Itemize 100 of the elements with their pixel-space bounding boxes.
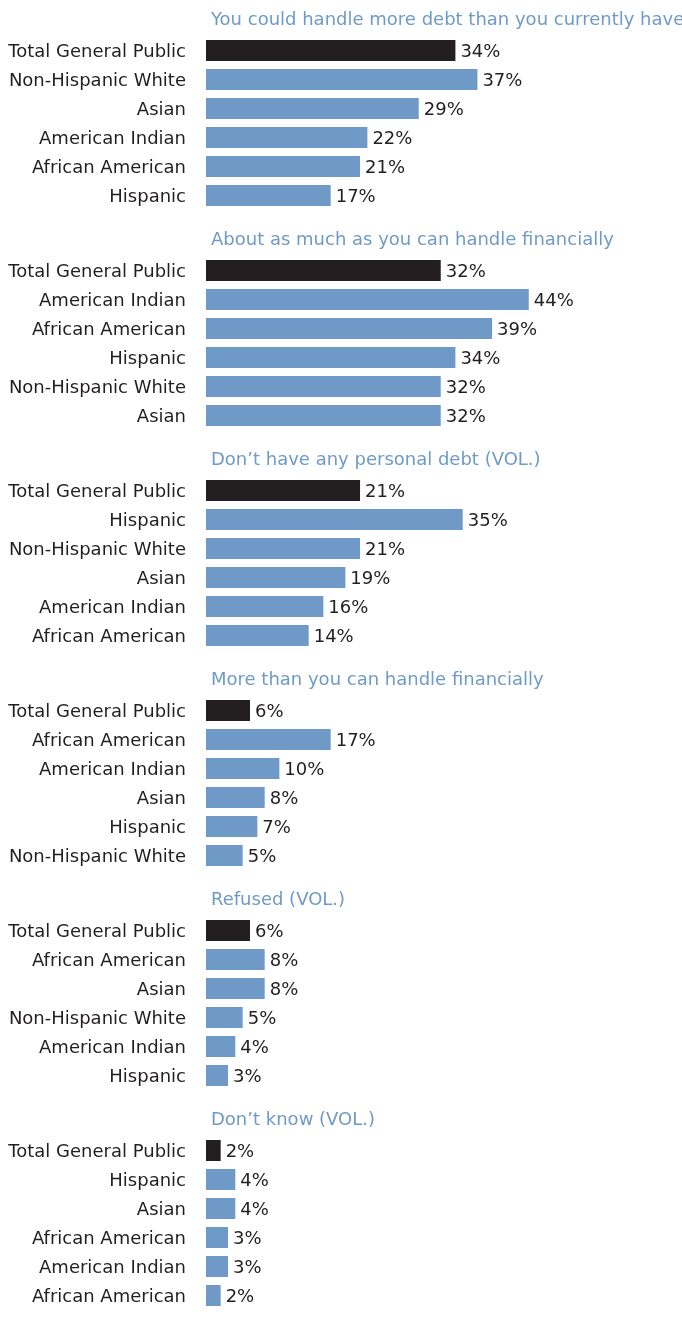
data-label: 32%: [445, 405, 486, 426]
data-label: 32%: [445, 376, 486, 397]
bar: [206, 376, 441, 397]
data-label: 6%: [255, 700, 284, 721]
bar: [206, 289, 529, 310]
y-tick-label: Asian: [136, 1198, 186, 1219]
bar: [206, 509, 463, 530]
y-tick-label: American Indian: [39, 758, 186, 779]
data-label: 5%: [247, 1007, 277, 1028]
data-label: 2%: [225, 1285, 255, 1306]
bar: [206, 1007, 243, 1028]
y-tick-label: Non-Hispanic White: [8, 538, 186, 559]
data-label: 17%: [335, 729, 376, 750]
y-tick-label: Non-Hispanic White: [8, 69, 186, 90]
data-label: 34%: [460, 347, 501, 368]
bar: [206, 40, 456, 61]
y-tick-label: American Indian: [39, 1036, 186, 1057]
y-tick-label: Hispanic: [109, 1065, 186, 1086]
y-tick-label: African American: [31, 1285, 186, 1306]
chart-title: About as much as you can handle financially: [211, 227, 615, 249]
y-tick-label: Total General Public: [7, 480, 186, 501]
y-tick-label: Non-Hispanic White: [8, 845, 186, 866]
y-tick-label: American Indian: [39, 127, 186, 148]
data-label: 35%: [467, 509, 508, 530]
data-label: 17%: [335, 185, 376, 206]
data-label: 21%: [365, 480, 406, 501]
y-tick-label: Non-Hispanic White: [8, 376, 186, 397]
y-tick-label: American Indian: [39, 1256, 186, 1277]
data-label: 19%: [350, 567, 391, 588]
data-label: 5%: [247, 845, 277, 866]
bar: [206, 787, 265, 808]
y-tick-label: Total General Public: [7, 40, 186, 61]
data-label: 22%: [372, 127, 413, 148]
bar: [206, 596, 324, 617]
data-label: 34%: [460, 40, 501, 61]
data-label: 7%: [262, 816, 291, 837]
data-label: 16%: [328, 596, 369, 617]
y-tick-label: Hispanic: [109, 816, 186, 837]
data-label: 39%: [497, 318, 538, 339]
y-tick-label: American Indian: [39, 596, 186, 617]
data-label: 37%: [482, 69, 523, 90]
y-tick-label: Total General Public: [7, 260, 186, 281]
bar: [206, 1065, 229, 1086]
data-label: 4%: [240, 1198, 269, 1219]
y-tick-label: Total General Public: [7, 700, 186, 721]
data-label: 2%: [225, 1140, 255, 1161]
data-label: 21%: [365, 538, 406, 559]
data-label: 44%: [533, 289, 574, 310]
y-tick-label: American Indian: [39, 289, 186, 310]
y-tick-label: African American: [31, 949, 186, 970]
bar: [206, 845, 243, 866]
bar: [206, 978, 265, 999]
y-tick-label: Asian: [136, 787, 186, 808]
data-label: 32%: [445, 260, 486, 281]
data-label: 10%: [284, 758, 325, 779]
bar: [206, 700, 251, 721]
y-tick-label: African American: [31, 1227, 186, 1248]
data-label: 4%: [240, 1036, 269, 1057]
data-label: 8%: [269, 978, 299, 999]
bar: [206, 98, 419, 119]
bar: [206, 480, 361, 501]
text: Don’t know (VOL.): [211, 1107, 376, 1129]
y-tick-label: Hispanic: [109, 185, 186, 206]
y-tick-label: African American: [31, 156, 186, 177]
y-tick-label: Hispanic: [109, 1169, 186, 1190]
y-tick-label: African American: [31, 318, 186, 339]
y-tick-label: Asian: [136, 98, 186, 119]
data-label: 4%: [240, 1169, 269, 1190]
chart-title: Refused (VOL.): [211, 887, 346, 909]
bar: [206, 625, 309, 646]
bar: [206, 567, 346, 588]
y-tick-label: Hispanic: [109, 347, 186, 368]
y-tick-label: African American: [31, 625, 186, 646]
y-tick-label: Total General Public: [7, 1140, 186, 1161]
data-label: 6%: [255, 920, 284, 941]
y-tick-label: Total General Public: [7, 920, 186, 941]
bar: [206, 260, 441, 281]
data-label: 29%: [423, 98, 464, 119]
bar: [206, 405, 441, 426]
y-tick-label: Non-Hispanic White: [8, 1007, 186, 1028]
data-label: 14%: [313, 625, 354, 646]
bar: [206, 1036, 236, 1057]
bar: [206, 347, 456, 368]
y-tick-label: Hispanic: [109, 509, 186, 530]
bar: [206, 318, 493, 339]
chart-title: Don’t have any personal debt (VOL.): [211, 447, 541, 469]
bar: [206, 816, 258, 837]
bar: [206, 758, 280, 779]
text: More than you can handle financially: [211, 667, 544, 689]
data-label: 3%: [233, 1256, 262, 1277]
bar: [206, 538, 361, 559]
bar: [206, 949, 265, 970]
data-label: 21%: [365, 156, 406, 177]
y-tick-label: Asian: [136, 405, 186, 426]
y-tick-label: Asian: [136, 567, 186, 588]
bar: [206, 920, 251, 941]
bar: [206, 729, 331, 750]
bar: [206, 127, 368, 148]
data-label: 3%: [233, 1065, 262, 1086]
bar: [206, 156, 361, 177]
